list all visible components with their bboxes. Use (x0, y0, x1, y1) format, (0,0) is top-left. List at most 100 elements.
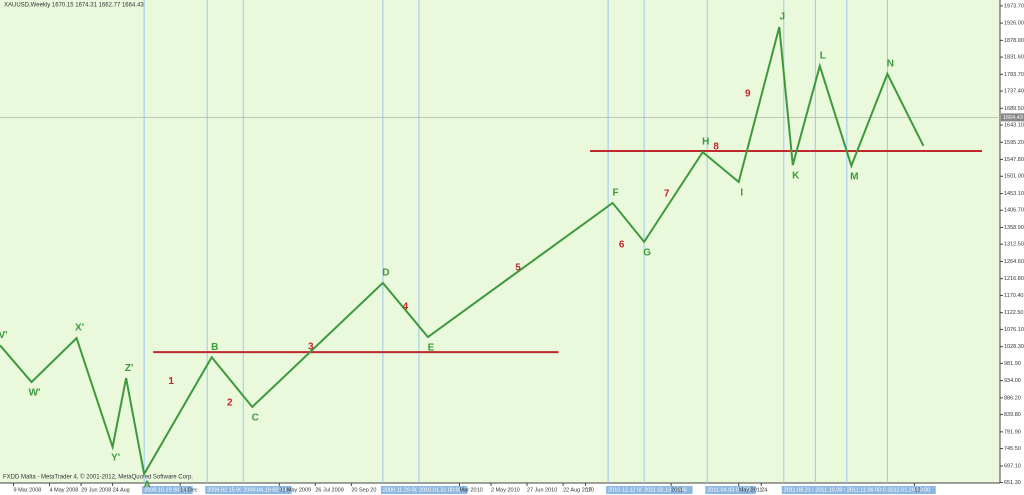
x-tick-label: 9 Mar 2008 (14, 487, 42, 493)
current-price-box (1001, 113, 1024, 122)
y-tick-label: 1028.30 (1004, 344, 1024, 350)
y-tick-label: 886.20 (1004, 395, 1021, 401)
x-tick-label: 27 Jun 2010 (527, 487, 557, 493)
x-tick-highlight (781, 486, 833, 494)
wave-point-label: Z' (125, 363, 134, 374)
x-tick-highlight (844, 486, 896, 494)
annotation: 5 (515, 262, 521, 273)
x-tick-label: 26 Jul 2009 (315, 487, 343, 493)
x-tick-highlight (241, 486, 292, 494)
y-tick-label: 1358.90 (1004, 225, 1024, 231)
x-tick-highlight (380, 486, 432, 494)
wave-point-label: M (850, 171, 858, 182)
y-tick-label: 934.00 (1004, 378, 1021, 384)
wave-point-label: K (792, 171, 800, 182)
wave-point-label: B (211, 342, 218, 353)
y-tick-label: 651.30 (1004, 480, 1021, 486)
annotation: 1 (168, 376, 174, 387)
y-tick-label: 1831.60 (1004, 55, 1024, 61)
current-price-label: 1664.43 (1003, 115, 1023, 121)
y-tick-label: 1170.40 (1004, 293, 1023, 299)
wave-point-label: W' (29, 388, 41, 399)
y-tick-label: 697.10 (1004, 463, 1021, 469)
wave-point-label: C (252, 413, 259, 424)
x-tick-label: 2010.12.12 00:00 (608, 487, 651, 493)
x-tick-label: 2011 (671, 487, 683, 493)
y-tick-label: 1312.50 (1004, 242, 1024, 248)
footer: FXDD Malta - MetaTrader 4, © 2001-2012, … (3, 474, 193, 481)
x-tick-highlight (642, 486, 693, 494)
x-tick-label: 2009.02.15 00:00 (207, 487, 250, 493)
x-tick-label: 2011.08.21 00:00 (784, 487, 826, 493)
x-tick-highlight (705, 486, 756, 494)
x-tick-label: 2 May 2010 (491, 487, 520, 493)
annotation: 3 (308, 341, 314, 352)
plot-background (0, 0, 1000, 483)
y-tick-label: 1406.70 (1004, 208, 1024, 214)
x-tick-label: 24 Aug (113, 487, 130, 493)
y-tick-label: 1926.00 (1004, 21, 1024, 27)
wave-point-label: V' (0, 330, 8, 341)
y-tick-label: 1689.50 (1004, 106, 1024, 112)
x-tick-label: 2009.11.29 00:00 (383, 487, 425, 493)
annotation: 7 (664, 189, 670, 200)
annotation: 4 (403, 301, 409, 312)
chart-title: XAUUSD,Weekly 1670.15 1674.31 1662.77 16… (4, 3, 144, 9)
x-tick-label: 2011.02.13 00:00 (644, 487, 686, 493)
x-tick-highlight (606, 486, 657, 494)
x-tick-label: 2011.04.03 00:00 (707, 487, 749, 493)
y-tick-label: 981.90 (1004, 361, 1021, 367)
y-tick-label: 745.50 (1004, 446, 1021, 452)
x-tick-highlight (416, 486, 468, 494)
x-tick-label: 14 Dec (180, 487, 198, 493)
wave-point-label: D (382, 268, 389, 279)
y-tick-label: 1501.00 (1004, 174, 1024, 180)
x-tick-label: 12 (914, 487, 920, 493)
annotation: 6 (619, 239, 625, 250)
wave-point-label: L (820, 51, 826, 62)
y-tick-label: 1878.00 (1004, 38, 1024, 44)
y-tick-label: 1783.70 (1004, 72, 1024, 78)
x-tick-label: 22 Aug 2010 (563, 487, 594, 493)
x-tick-label: Mar 2010 (459, 487, 482, 493)
x-tick-label: 2008.10.19 00:00 (144, 487, 187, 493)
x-tick-highlight (813, 486, 864, 494)
y-tick-label: 791.90 (1004, 429, 1021, 435)
y-tick-label: 1216.80 (1004, 276, 1024, 282)
wave-point-label: I (740, 188, 743, 199)
y-tick-label: 1453.10 (1004, 191, 1024, 197)
y-tick-label: 1737.40 (1004, 89, 1024, 95)
x-tick-label: 20 Sep 20 (351, 487, 376, 493)
wave-point-label: A (144, 480, 151, 491)
y-tick-label: 1595.20 (1004, 140, 1024, 146)
y-tick-label: 1076.10 (1004, 327, 1024, 333)
x-tick-highlight (205, 486, 256, 494)
x-tick-label: 2011.10.09 00:00 (815, 487, 857, 493)
y-tick-label: 839.80 (1004, 412, 1021, 418)
annotation: 9 (745, 88, 751, 99)
wave-point-label: H (702, 137, 709, 148)
y-tick-label: 1973.70 (1004, 3, 1024, 9)
wave-point-label: X' (75, 323, 84, 334)
y-tick-label: 1547.80 (1004, 157, 1024, 163)
annotation: 8 (713, 142, 719, 153)
wave-point-label: J (779, 12, 785, 23)
x-tick-label: 2011.11.06 00:00 (847, 487, 889, 493)
wave-line (0, 26, 925, 477)
x-tick-highlight (885, 486, 936, 494)
wave-point-label: F (613, 188, 619, 199)
wave-point-label: E (428, 343, 435, 354)
x-tick-label: 2012.01.29 00:00 (887, 487, 930, 493)
x-tick-label: 29 Jun 2008 (81, 487, 111, 493)
x-tick-highlight (142, 486, 193, 494)
y-tick-label: 1643.10 (1004, 122, 1024, 128)
x-tick-label: 31 May 2009 (279, 487, 311, 493)
wave-point-label: N (887, 59, 894, 70)
x-tick-label: 24 (761, 487, 767, 493)
annotation: 2 (227, 398, 233, 409)
x-tick-label: May 2011 (739, 487, 763, 493)
y-tick-label: 1264.60 (1004, 259, 1024, 265)
x-tick-label: 17 (586, 487, 592, 493)
x-tick-label: 2009.04.19 00:00 (243, 487, 286, 493)
